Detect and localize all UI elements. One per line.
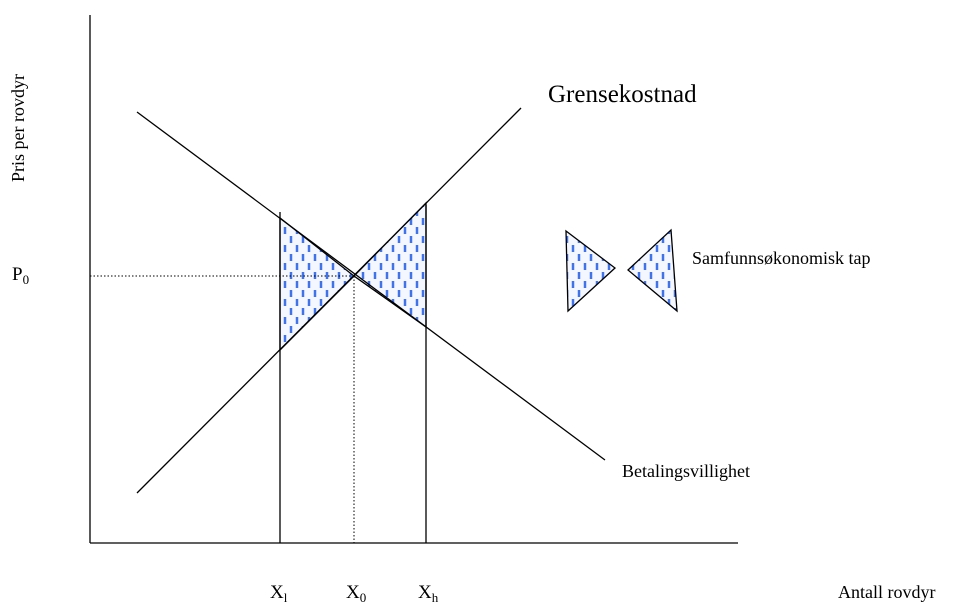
loss-area-left	[279, 216, 355, 352]
x-label: X0	[346, 582, 366, 605]
supply-label: Grensekostnad	[548, 81, 697, 108]
demand-line	[136, 111, 606, 461]
legend-label: Samfunnsøkonomisk tap	[692, 248, 871, 268]
x-label: Xh	[418, 582, 439, 605]
legend-triangle	[565, 229, 617, 313]
y-axis-label: Pris per rovdyr	[8, 74, 28, 182]
x-label: Xl	[270, 582, 288, 605]
x-axis-label: Antall rovdyr	[838, 582, 935, 602]
legend-triangle	[627, 228, 678, 313]
demand-label: Betalingsvillighet	[622, 461, 750, 481]
supply-line	[136, 107, 522, 494]
price-label: P0	[12, 264, 29, 287]
